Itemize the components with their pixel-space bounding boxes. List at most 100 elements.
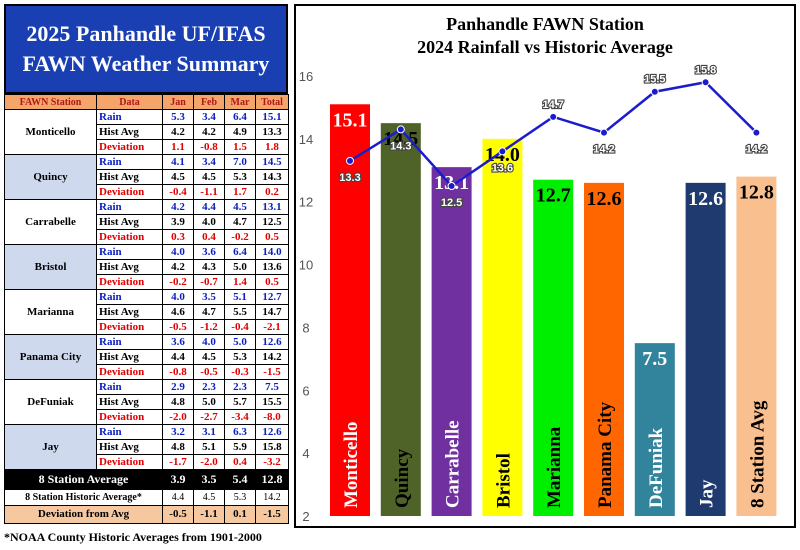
table-row: Hist Avg 4.8 5.1 5.9 15.8 [5, 439, 289, 455]
table-cell: -0.5 [162, 505, 194, 524]
station-name: Bristol [4, 244, 97, 290]
table-cell: 4.5 [193, 169, 225, 185]
table-cell: 15.8 [255, 439, 289, 455]
table-row: Hist Avg 3.9 4.0 4.7 12.5 [5, 214, 289, 230]
table-cell: 5.3 [224, 489, 256, 506]
category-label: Panama City [595, 401, 616, 508]
row-label: Rain [96, 109, 163, 125]
column-header: Data [96, 94, 163, 110]
table-cell: -0.8 [193, 139, 225, 155]
table-cell: 3.1 [193, 424, 225, 440]
table-cell: 4.5 [162, 169, 194, 185]
table-cell: 3.5 [193, 469, 225, 490]
table-cell: 4.8 [162, 439, 194, 455]
table-cell: 5.7 [224, 394, 256, 410]
table-cell: 3.2 [162, 424, 194, 440]
table-cell: 6.3 [224, 424, 256, 440]
historic-average-label: 15.5 [644, 74, 665, 86]
table-cell: -0.4 [162, 184, 194, 200]
category-label: Carrabelle [443, 420, 464, 508]
category-label: 8 Station Avg [747, 400, 768, 508]
historic-average-point [549, 112, 558, 121]
table-cell: 6.4 [224, 244, 256, 260]
station-name: Marianna [4, 289, 97, 335]
table-row: Jay Rain 3.2 3.1 6.3 12.6 [4, 424, 289, 470]
row-label: Hist Avg [96, 349, 163, 365]
table-cell: 4.3 [193, 259, 225, 275]
table-cell: 0.4 [224, 454, 256, 470]
row-label: Hist Avg [96, 169, 163, 185]
table-cell: 2.9 [162, 379, 194, 395]
table-row: Deviation -0.4 -1.1 1.7 0.2 [5, 184, 289, 200]
table-cell: -3.4 [224, 409, 256, 425]
table-cell: 13.3 [255, 124, 289, 140]
table-cell: 7.0 [224, 154, 256, 170]
table-cell: 1.8 [255, 139, 289, 155]
bar-value-label: 7.5 [642, 348, 667, 370]
summary-title-line1: 2025 Panhandle UF/IFAS [26, 21, 266, 46]
table-cell: 7.5 [255, 379, 289, 395]
table-cell: 5.3 [224, 349, 256, 365]
table-cell: 4.0 [193, 214, 225, 230]
table-row-8-station-historic: 8 Station Historic Average* 4.4 4.5 5.3 14.2 [4, 489, 289, 506]
chart-svg: Panhandle FAWN Station 2024 Rainfall vs H… [299, 14, 777, 524]
historic-average-label: 14.2 [746, 144, 767, 156]
bar-value-label: 12.8 [739, 182, 774, 204]
table-cell: 4.9 [224, 124, 256, 140]
bar [380, 123, 421, 517]
row-label: Deviation [96, 139, 163, 155]
table-cell: 5.9 [224, 439, 256, 455]
table-cell: 4.0 [162, 244, 194, 260]
bar [584, 182, 624, 516]
historic-average-point [752, 128, 761, 137]
chart-title: Panhandle FAWN Station [446, 14, 644, 34]
category-label: DeFuniak [646, 427, 667, 508]
column-header: FAWN Station [4, 94, 97, 110]
historic-average-label: 13.3 [339, 172, 360, 184]
table-row: Carrabelle Rain 4.2 4.4 4.5 13.1 [4, 199, 289, 245]
table-cell: -2.7 [193, 409, 225, 425]
bar [482, 138, 523, 516]
table-cell: 5.0 [193, 394, 225, 410]
table-cell: 5.0 [224, 334, 256, 350]
column-header: Feb [193, 94, 225, 110]
category-label: Marianna [544, 426, 565, 508]
row-label: Deviation [96, 319, 163, 335]
row-label: Rain [96, 154, 163, 170]
historic-average-label: 14.3 [390, 140, 411, 152]
table-cell: 3.9 [162, 469, 194, 490]
historic-average-point [701, 78, 710, 87]
table-cell: 12.6 [255, 334, 289, 350]
table-cell: 4.0 [162, 289, 194, 305]
row-label: Rain [96, 424, 163, 440]
table-row: Monticello Rain 5.3 3.4 6.4 15.1 [4, 109, 289, 155]
table-cell: 4.7 [224, 214, 256, 230]
table-cell: -1.7 [162, 454, 194, 470]
table-cell: 4.4 [162, 489, 194, 506]
table-cell: 5.5 [224, 304, 256, 320]
table-cell: 3.5 [193, 289, 225, 305]
table-cell: 0.5 [255, 274, 289, 290]
table-cell: 5.0 [224, 259, 256, 275]
historic-average-label: 12.5 [441, 197, 462, 209]
table-row-8-station-average: 8 Station Average 3.9 3.5 5.4 12.8 [4, 469, 289, 490]
row-label: Deviation [96, 364, 163, 380]
row-label: Rain [96, 289, 163, 305]
station-name: Monticello [4, 109, 97, 155]
rainfall-chart: Panhandle FAWN Station 2024 Rainfall vs H… [294, 4, 796, 528]
table-cell: 12.8 [255, 469, 289, 490]
row-label: Deviation [96, 229, 163, 245]
table-cell: -0.4 [224, 319, 256, 335]
table-row: DeFuniak Rain 2.9 2.3 2.3 7.5 [4, 379, 289, 425]
table-cell: 3.4 [193, 109, 225, 125]
table-cell: 14.0 [255, 244, 289, 260]
table-cell: 13.1 [255, 199, 289, 215]
table-cell: 2.3 [224, 379, 256, 395]
bar [685, 182, 726, 516]
y-tick-label: 16 [299, 69, 313, 84]
chart-subtitle: 2024 Rainfall vs Historic Average [417, 37, 673, 57]
table-cell: 15.1 [255, 109, 289, 125]
table-cell: 14.2 [255, 489, 289, 506]
historic-average-label: 13.6 [492, 162, 513, 174]
y-tick-label: 4 [302, 446, 309, 461]
